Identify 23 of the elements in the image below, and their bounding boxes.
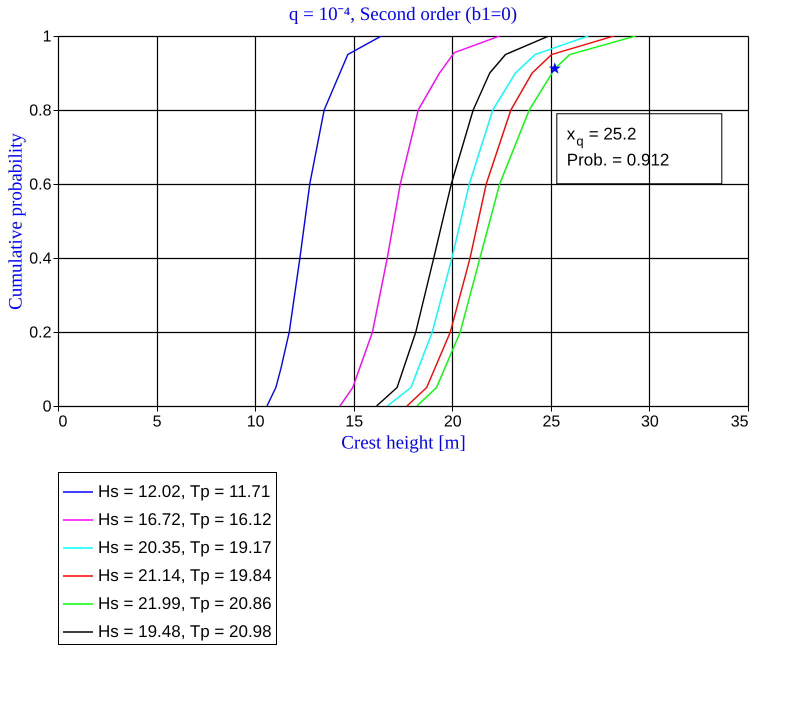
x-tick-label: 15 bbox=[345, 414, 364, 430]
y-tick-label: 0.8 bbox=[29, 102, 52, 120]
x-tick-label: 0 bbox=[58, 414, 68, 430]
y-tick-label: 0 bbox=[42, 398, 52, 416]
y-tick-label: 0.2 bbox=[29, 324, 52, 342]
legend-label: Hs = 21.99, Tp = 20.86 bbox=[98, 594, 272, 613]
legend-label: Hs = 12.02, Tp = 11.71 bbox=[98, 482, 270, 501]
legend-label: Hs = 16.72, Tp = 16.12 bbox=[98, 510, 272, 529]
x-tick-label: 5 bbox=[152, 414, 162, 430]
x-tick-label: 25 bbox=[542, 414, 560, 430]
legend-label: Hs = 19.48, Tp = 20.98 bbox=[98, 622, 272, 641]
y-axis-title: Cumulative probability bbox=[5, 132, 26, 310]
x-tick-label: 10 bbox=[246, 414, 265, 430]
x-tick-label: 35 bbox=[730, 414, 749, 430]
x-tick-label: 20 bbox=[444, 414, 462, 430]
y-tick-label: 0.6 bbox=[29, 176, 52, 194]
y-tick-label: 1 bbox=[42, 28, 52, 46]
x-axis-title: Crest height [m] bbox=[341, 432, 466, 454]
y-tick-label: 0.4 bbox=[29, 250, 52, 268]
x-tick-label: 30 bbox=[641, 414, 659, 430]
chart-title: q = 10⁻⁴, Second order (b1=0) bbox=[288, 4, 518, 25]
legend-label: Hs = 20.35, Tp = 19.17 bbox=[98, 538, 272, 557]
legend-label: Hs = 21.14, Tp = 19.84 bbox=[98, 566, 272, 585]
